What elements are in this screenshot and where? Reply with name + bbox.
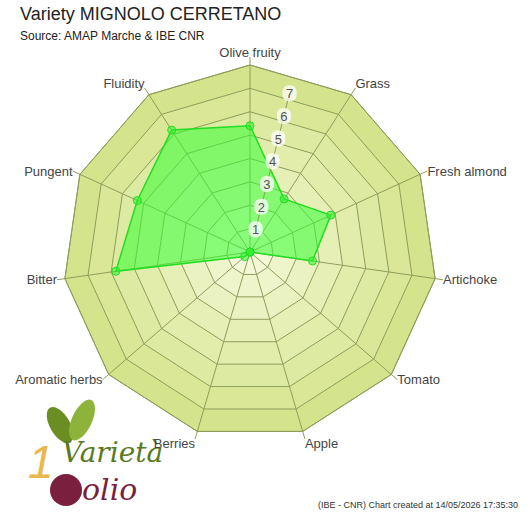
svg-text:Source: AMAP Marche & IBE CNR: Source: AMAP Marche & IBE CNR bbox=[20, 29, 205, 43]
svg-text:(IBE - CNR) Chart created at 1: (IBE - CNR) Chart created at 14/05/2026 … bbox=[318, 500, 518, 510]
svg-text:4: 4 bbox=[269, 154, 276, 169]
svg-text:6: 6 bbox=[280, 109, 287, 124]
svg-text:olio: olio bbox=[82, 472, 137, 507]
svg-text:Pungent: Pungent bbox=[24, 164, 73, 179]
svg-text:Varietà: Varietà bbox=[62, 436, 163, 469]
svg-text:1: 1 bbox=[28, 436, 54, 488]
svg-text:7: 7 bbox=[286, 86, 293, 101]
svg-text:Apple: Apple bbox=[305, 436, 338, 451]
svg-text:3: 3 bbox=[263, 177, 270, 192]
svg-text:5: 5 bbox=[275, 132, 282, 147]
svg-text:2: 2 bbox=[258, 200, 265, 215]
svg-text:1: 1 bbox=[252, 222, 259, 237]
svg-text:Bitter: Bitter bbox=[27, 272, 58, 287]
svg-text:Berries: Berries bbox=[154, 436, 196, 451]
svg-text:Tomato: Tomato bbox=[397, 372, 440, 387]
svg-text:Fresh almond: Fresh almond bbox=[427, 164, 506, 179]
svg-text:Aromatic herbs: Aromatic herbs bbox=[15, 372, 103, 387]
svg-text:Olive fruity: Olive fruity bbox=[219, 45, 281, 60]
svg-text:Grass: Grass bbox=[355, 76, 390, 91]
svg-text:Artichoke: Artichoke bbox=[443, 272, 497, 287]
svg-text:Variety MIGNOLO CERRETANO: Variety MIGNOLO CERRETANO bbox=[20, 4, 281, 24]
svg-text:Fluidity: Fluidity bbox=[103, 76, 145, 91]
